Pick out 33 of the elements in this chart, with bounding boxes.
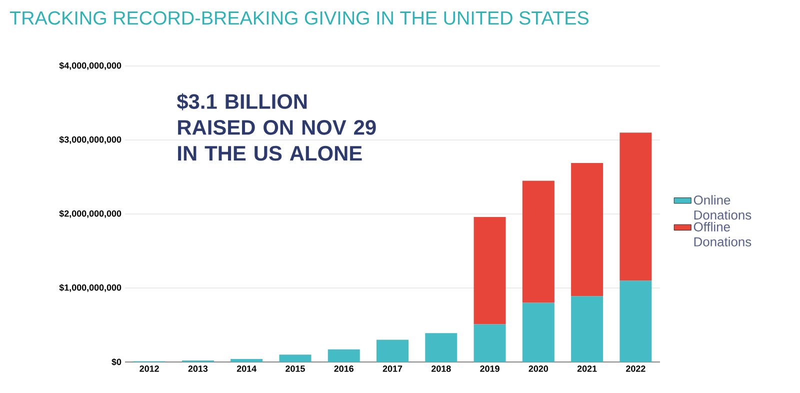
bar	[522, 302, 554, 362]
bar	[522, 180, 554, 303]
bar	[376, 340, 409, 362]
y-tick-label: $1,000,000,000	[59, 284, 122, 292]
bar	[474, 216, 506, 324]
x-tick-label: 2017	[382, 366, 402, 372]
x-tick-label: 2015	[286, 366, 305, 372]
annotation: $3.1 BILLION RAISED ON NOV 29 IN THE US ALONE	[176, 93, 376, 161]
x-tick-label: 2020	[528, 366, 548, 372]
x-tick-label: 2014	[236, 366, 257, 372]
x-tick-label: 2018	[431, 366, 451, 372]
bar	[230, 359, 263, 362]
bar	[279, 354, 312, 362]
bar	[620, 132, 652, 281]
bar	[474, 324, 506, 362]
y-tick-label: $4,000,000,000	[59, 62, 122, 70]
x-tick-label: 2013	[188, 366, 208, 372]
legend-label: Offline Donations	[694, 222, 752, 246]
y-tick-label: $2,000,000,000	[59, 210, 122, 218]
x-tick-label: 2021	[577, 366, 597, 372]
bar	[425, 333, 458, 362]
x-tick-label: 2016	[334, 366, 354, 372]
x-tick-label: 2012	[140, 366, 159, 372]
x-tick-label: 2022	[626, 366, 646, 372]
y-tick-label: $0	[112, 358, 122, 366]
chart-title: TRACKING RECORD-BREAKING GIVING IN THE UNITED STATES	[10, 11, 588, 25]
bar	[571, 162, 604, 296]
y-tick-label: $3,000,000,000	[59, 136, 122, 144]
legend-label: Online Donations	[694, 195, 752, 220]
bar	[571, 296, 604, 362]
bar	[328, 349, 360, 362]
bar	[620, 280, 652, 362]
x-tick-label: 2019	[480, 366, 500, 372]
